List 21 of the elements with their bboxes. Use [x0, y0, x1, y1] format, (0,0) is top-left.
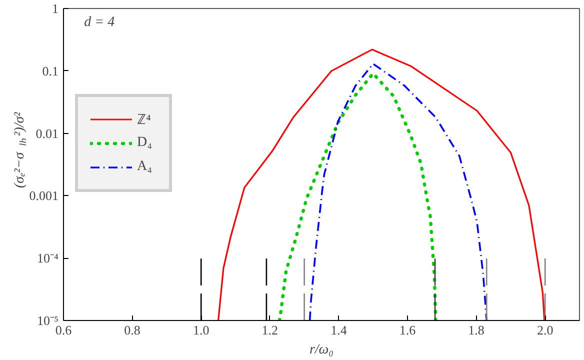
x-tick-label: 1.8 — [468, 322, 484, 338]
annotation: d = 4 — [84, 15, 115, 30]
x-tick-label: 0.8 — [124, 322, 140, 338]
line-series — [218, 48, 546, 320]
x-tick-label: 2.0 — [536, 322, 554, 338]
legend-label: A₄ — [137, 159, 153, 175]
x-tick-label: 0.6 — [55, 322, 72, 338]
x-tick-label: 1.6 — [399, 322, 416, 338]
x-tick-label: 1.4 — [330, 322, 348, 338]
x-tick-label: 1.0 — [192, 322, 210, 338]
y-tick-label: 1 — [52, 1, 58, 16]
y-tick-label: 10⁻⁴ — [36, 250, 59, 266]
line-series — [278, 72, 438, 320]
line-series — [308, 62, 488, 320]
y-tick-label: 0.1 — [42, 63, 58, 78]
y-tick-label: 0.001 — [29, 188, 58, 204]
legend-label: D₄ — [137, 135, 153, 151]
x-tick-label: 1.2 — [262, 322, 278, 338]
y-tick-label: 0.01 — [36, 126, 58, 141]
legend-label: ℤ⁴ — [137, 112, 152, 129]
x-axis-title: r/ω₀ — [309, 342, 334, 358]
